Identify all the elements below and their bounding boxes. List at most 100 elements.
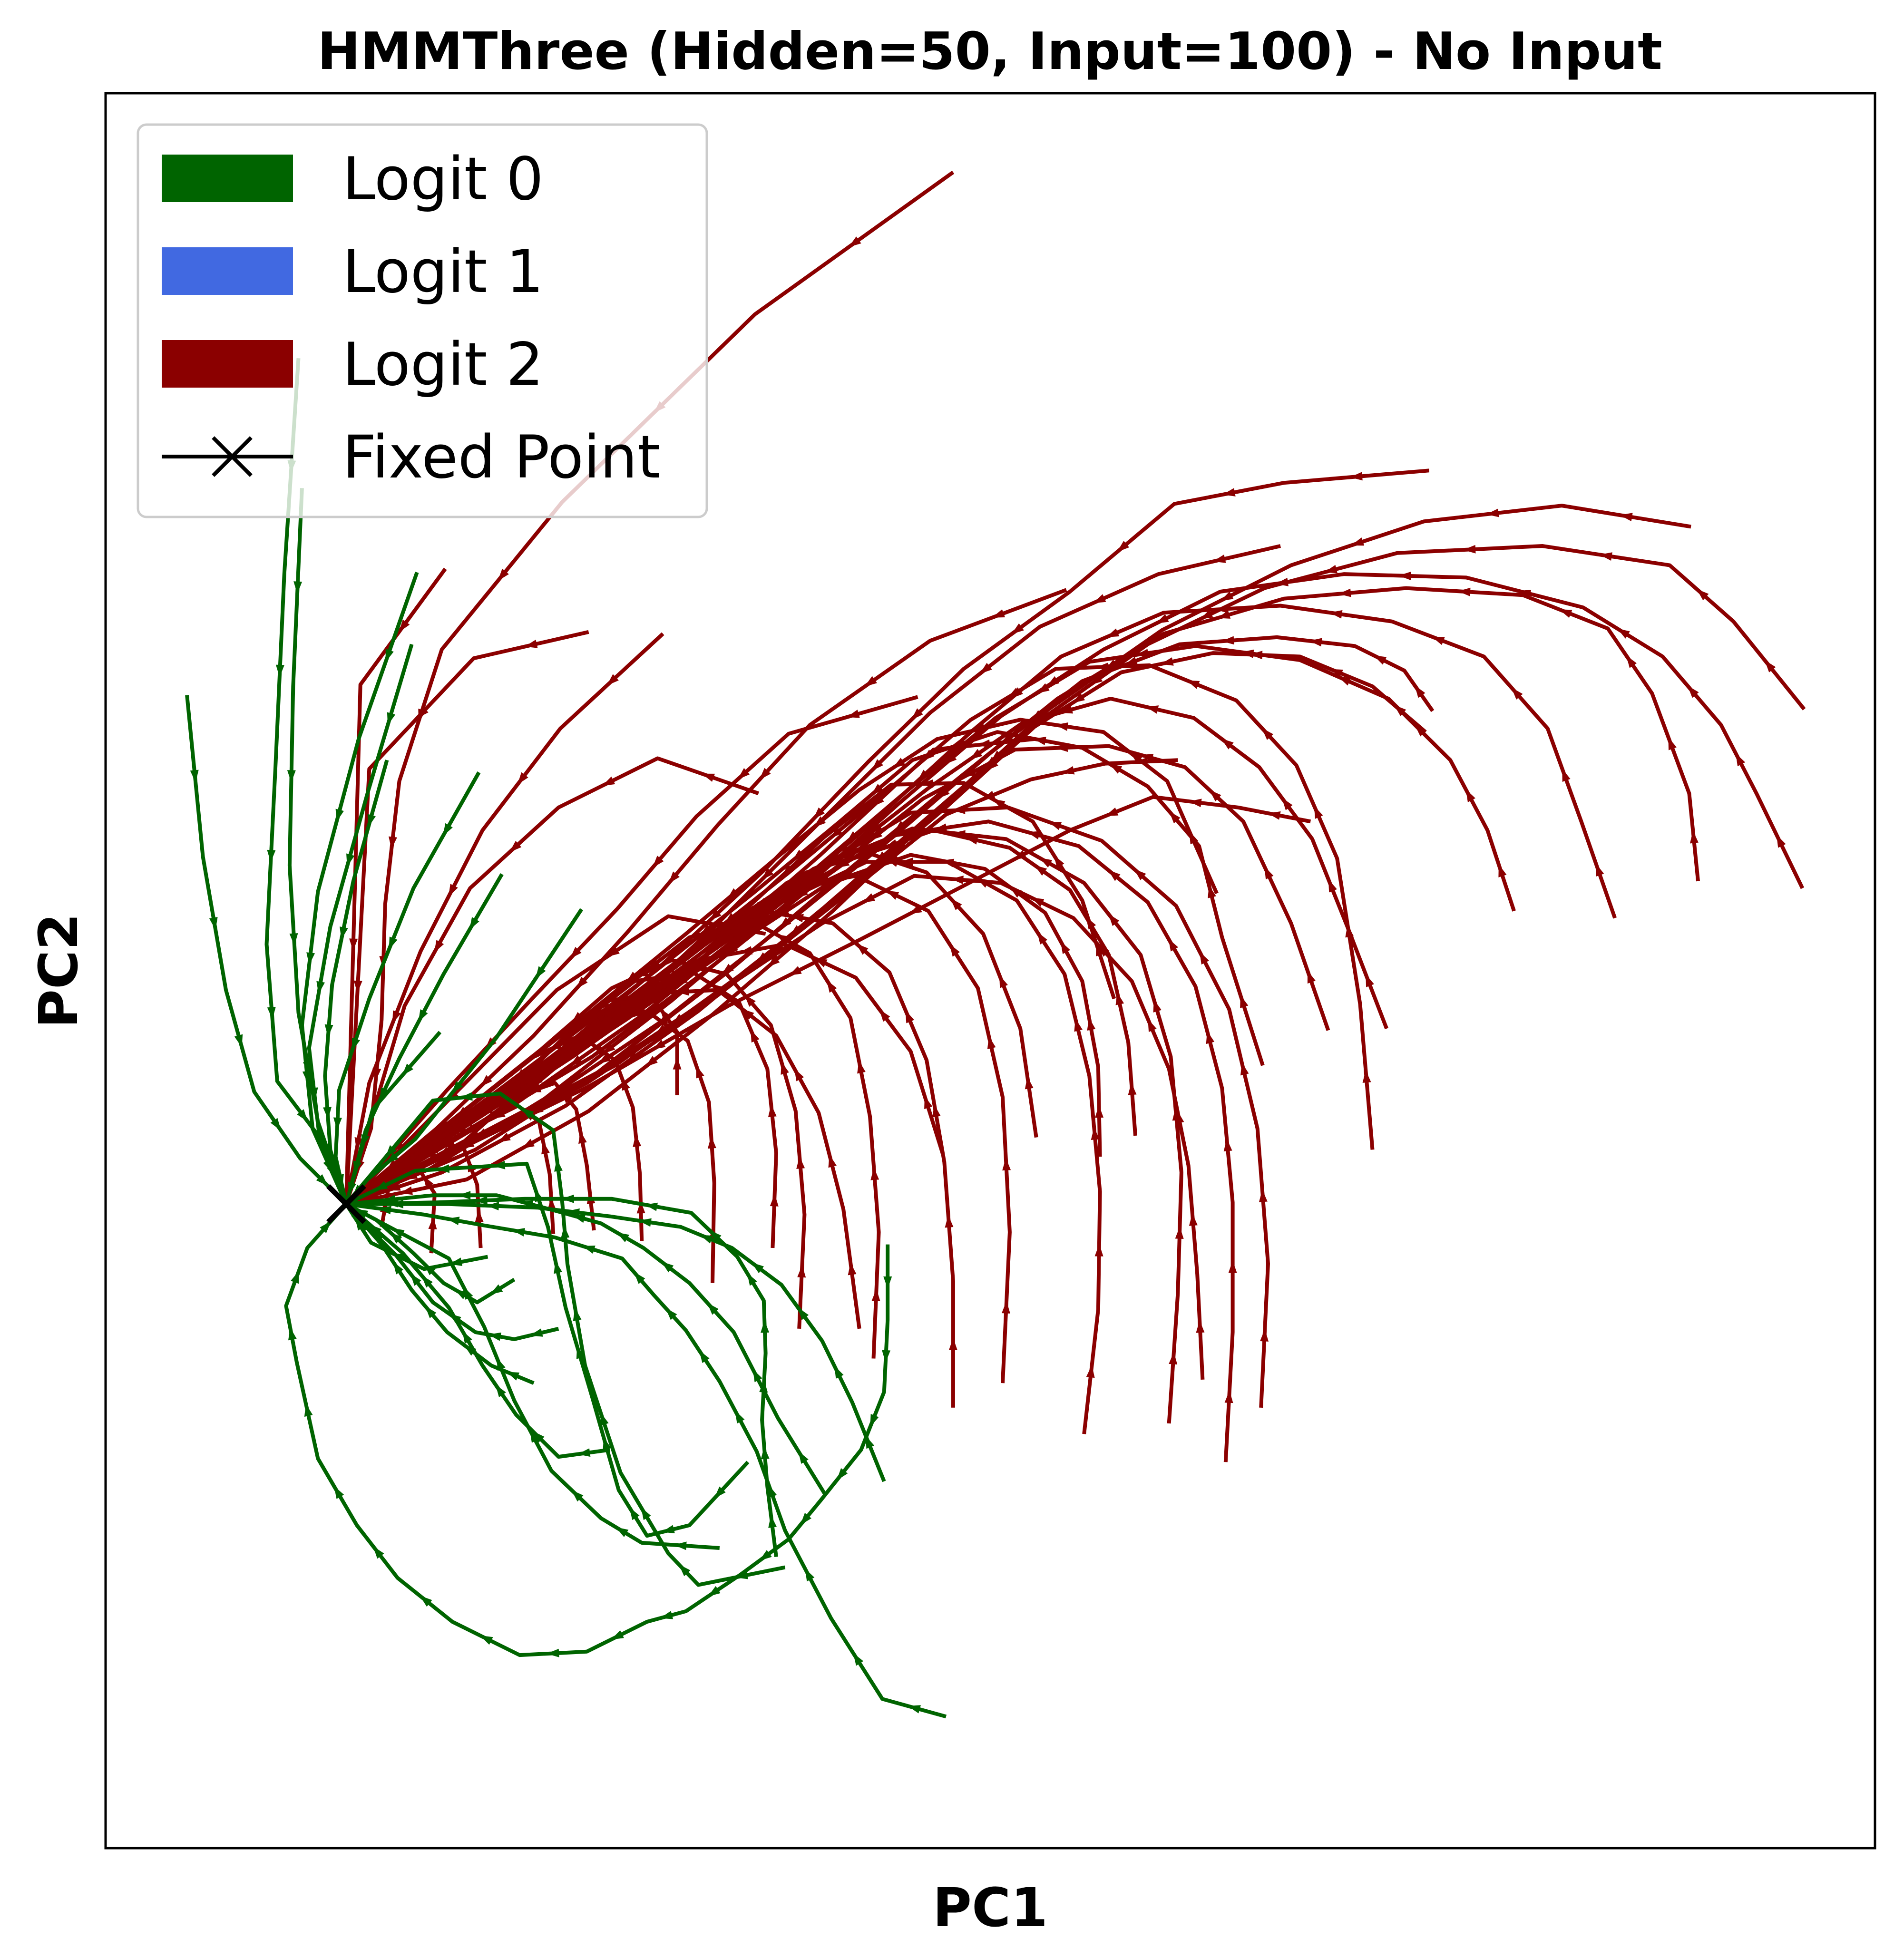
trajectory-arrowhead <box>1117 541 1130 552</box>
trajectory-arrowhead <box>813 807 825 819</box>
trajectory-arrowhead <box>486 1201 499 1210</box>
trajectory-arrowhead <box>668 871 680 884</box>
trajectory-arrowhead <box>1240 1062 1249 1076</box>
trajectory-arrowhead <box>742 1008 754 1020</box>
trajectory-arrowhead <box>709 909 722 921</box>
trajectory-arrowhead <box>615 1527 629 1538</box>
trajectory-arrowhead <box>862 893 876 903</box>
trajectory-arrowhead <box>937 787 950 799</box>
trajectory-arrowhead <box>857 1061 866 1074</box>
trajectory-arrowhead <box>871 1288 880 1301</box>
trajectory-arrowhead <box>393 1261 404 1275</box>
trajectory-logit-0 <box>345 1202 610 1459</box>
trajectory-arrowhead <box>676 987 690 996</box>
trajectory-arrowhead <box>373 1546 384 1559</box>
trajectory-arrowhead <box>209 917 218 930</box>
trajectory-arrowhead <box>606 674 619 686</box>
trajectory-arrowhead <box>369 1224 382 1236</box>
trajectory-arrowhead <box>850 850 864 859</box>
trajectory-arrowhead <box>509 840 522 853</box>
trajectory-arrowhead <box>768 1515 777 1528</box>
trajectory-arrowhead <box>389 836 397 849</box>
trajectory-arrowhead <box>355 1218 366 1231</box>
trajectory-arrowhead <box>1039 857 1053 868</box>
trajectory-arrowhead <box>696 1065 704 1079</box>
trajectory-arrowhead <box>1736 753 1746 767</box>
trajectory-arrowhead <box>463 1123 477 1134</box>
trajectory-arrowhead <box>905 1010 914 1023</box>
trajectory-arrowhead <box>653 1039 666 1050</box>
trajectory-arrowhead <box>1432 636 1445 645</box>
trajectory-arrowhead <box>554 1159 563 1172</box>
trajectory-arrowhead <box>1105 807 1119 816</box>
trajectory-logit-2 <box>345 839 908 1206</box>
trajectory-arrowhead <box>1098 945 1110 957</box>
trajectory-arrowhead <box>1130 752 1142 764</box>
trajectory-line <box>345 1202 610 1459</box>
trajectory-arrowhead <box>1025 1076 1034 1090</box>
trajectory-arrowhead <box>1221 591 1234 601</box>
trajectory-arrowhead <box>234 1034 243 1048</box>
trajectory-arrowhead <box>834 1365 844 1379</box>
trajectory-arrowhead <box>1261 728 1274 740</box>
trajectory-arrowhead <box>1687 685 1699 698</box>
trajectory-arrowhead <box>463 1111 476 1122</box>
trajectory-arrowhead <box>870 1168 879 1180</box>
trajectory-arrowhead <box>950 898 962 910</box>
trajectory-arrowhead <box>603 1042 615 1054</box>
trajectory-arrowhead <box>1465 789 1475 802</box>
trajectory-arrowhead <box>495 1384 506 1397</box>
trajectory-arrowhead <box>1091 1127 1100 1140</box>
trajectory-arrowhead <box>1498 864 1507 877</box>
trajectory-arrowhead <box>1314 806 1323 819</box>
trajectory-arrowhead <box>514 1069 527 1081</box>
plot-frame <box>104 92 1876 1850</box>
trajectory-arrowhead <box>611 1630 624 1640</box>
legend-entry: Logit 0 <box>162 145 544 214</box>
trajectory-arrowhead <box>1086 916 1096 930</box>
trajectory-arrowhead <box>767 955 780 967</box>
trajectory-arrowhead <box>490 1284 503 1295</box>
trajectory-arrowhead <box>872 795 884 807</box>
trajectory-arrowhead <box>748 908 761 920</box>
trajectory-line <box>344 1091 786 1587</box>
trajectory-arrowhead <box>577 1448 591 1457</box>
trajectory-arrowhead <box>1200 951 1209 965</box>
trajectory-line <box>346 1197 778 1558</box>
trajectory-arrowhead <box>661 1261 674 1273</box>
trajectory-arrowhead <box>267 849 276 863</box>
trajectory-arrowhead <box>385 1145 397 1158</box>
trajectory-arrowhead <box>361 1134 370 1148</box>
trajectory-arrowhead <box>461 1139 475 1149</box>
x-axis-label: PC1 <box>933 1877 1048 1939</box>
trajectory-arrowhead <box>458 1191 471 1200</box>
trajectory-arrowhead <box>972 724 986 732</box>
trajectory-logit-0 <box>345 1202 720 1550</box>
trajectory-arrowhead <box>567 1208 580 1217</box>
trajectory-arrowhead <box>434 940 444 953</box>
trajectory-arrowhead <box>654 1024 668 1035</box>
trajectory-arrowhead <box>762 868 774 880</box>
trajectory-arrowhead <box>410 1273 421 1286</box>
trajectory-arrowhead <box>645 1056 658 1067</box>
trajectory-arrowhead <box>1060 705 1073 714</box>
trajectory-arrowhead <box>633 1003 645 1014</box>
trajectory-arrowhead <box>879 1009 890 1022</box>
trajectory-arrowhead <box>1093 594 1106 604</box>
trajectory-arrowhead <box>402 1063 414 1076</box>
trajectory-arrowhead <box>459 1092 473 1101</box>
legend-swatch <box>162 155 293 202</box>
trajectory-arrowhead <box>1128 1082 1137 1095</box>
trajectory-line <box>284 1203 890 1657</box>
trajectory-arrowhead <box>417 706 429 719</box>
trajectory-arrowhead <box>750 901 763 913</box>
trajectory-arrowhead <box>1027 831 1041 840</box>
trajectory-arrowhead <box>1140 754 1154 762</box>
trajectory-arrowhead <box>349 938 358 951</box>
trajectory-arrowhead <box>323 1107 332 1120</box>
trajectory-arrowhead <box>1362 1070 1371 1083</box>
trajectory-logit-2 <box>344 567 447 1204</box>
trajectory-arrowhead <box>576 976 588 989</box>
trajectory-logit-0 <box>333 771 481 1205</box>
